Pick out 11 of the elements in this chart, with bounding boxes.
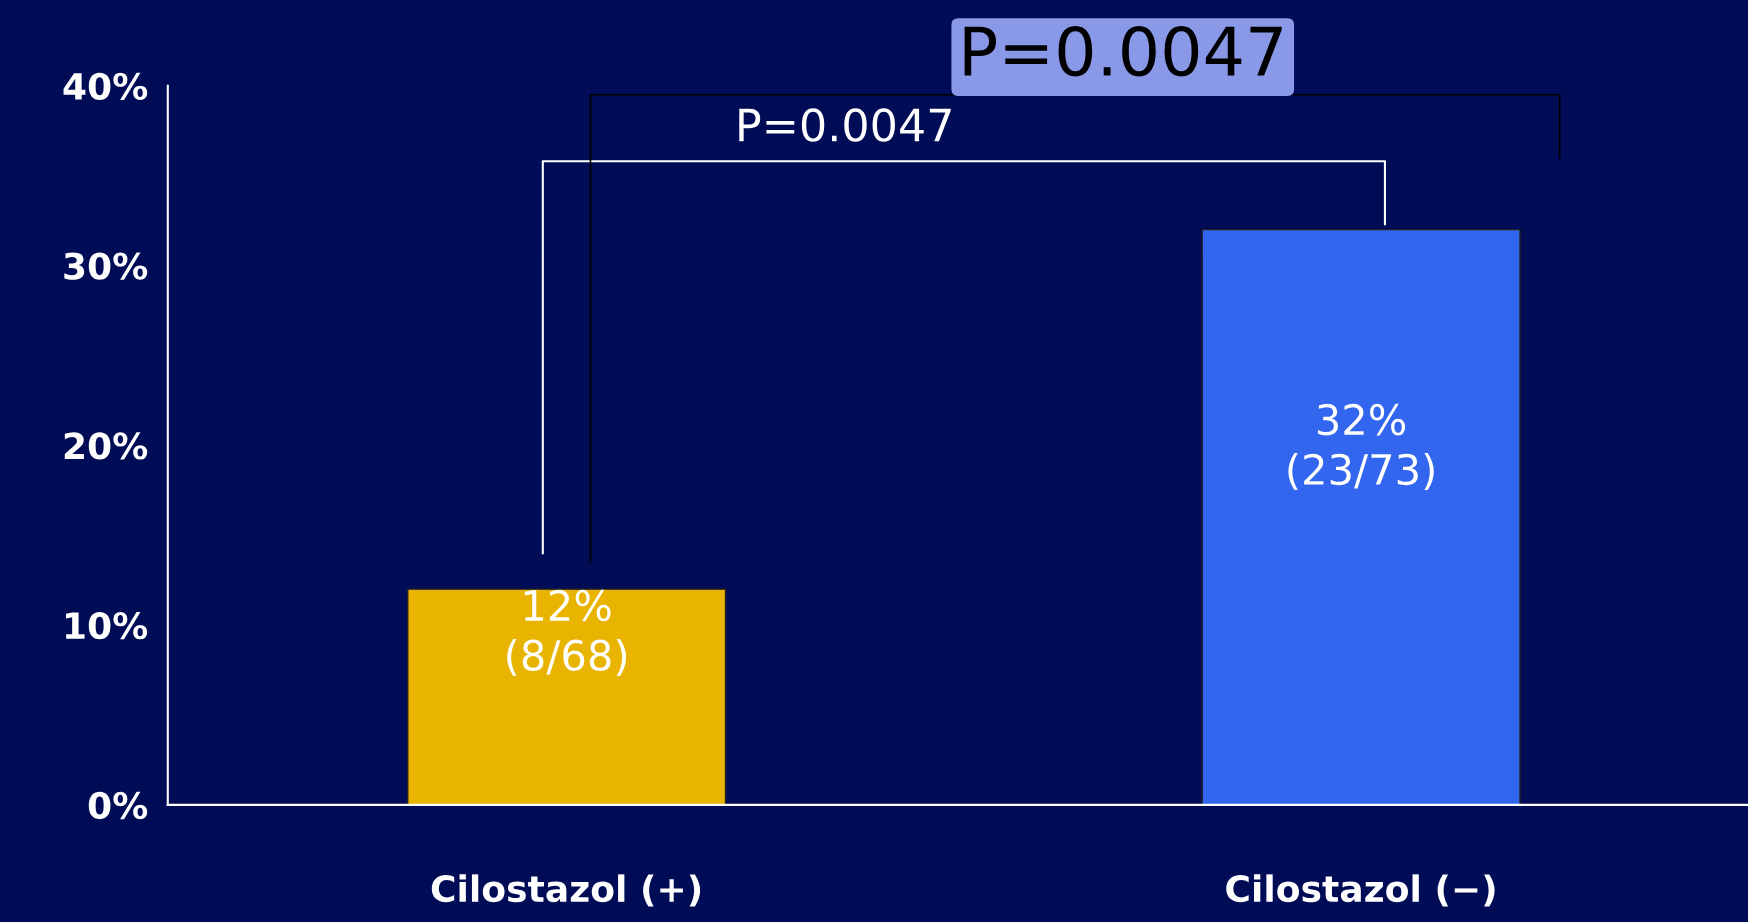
text: P=0.0047 — [964, 26, 1282, 77]
y-tick-label: 0% — [88, 791, 148, 820]
y-tick-label: 10% — [66, 612, 148, 640]
data-label: 12% (8/68) — [507, 589, 627, 677]
x-tick-label: Cilostazol (+) — [431, 874, 701, 907]
y-tick-label: 20% — [64, 432, 148, 460]
data-label: 32% (23/73) — [1288, 403, 1434, 491]
y-tick-label: 30% — [64, 252, 148, 280]
y-tick-label: 40% — [63, 72, 148, 100]
x-tick-label: Cilostazol (−) — [1226, 874, 1495, 907]
annotation: P=0.0047 — [739, 108, 951, 142]
